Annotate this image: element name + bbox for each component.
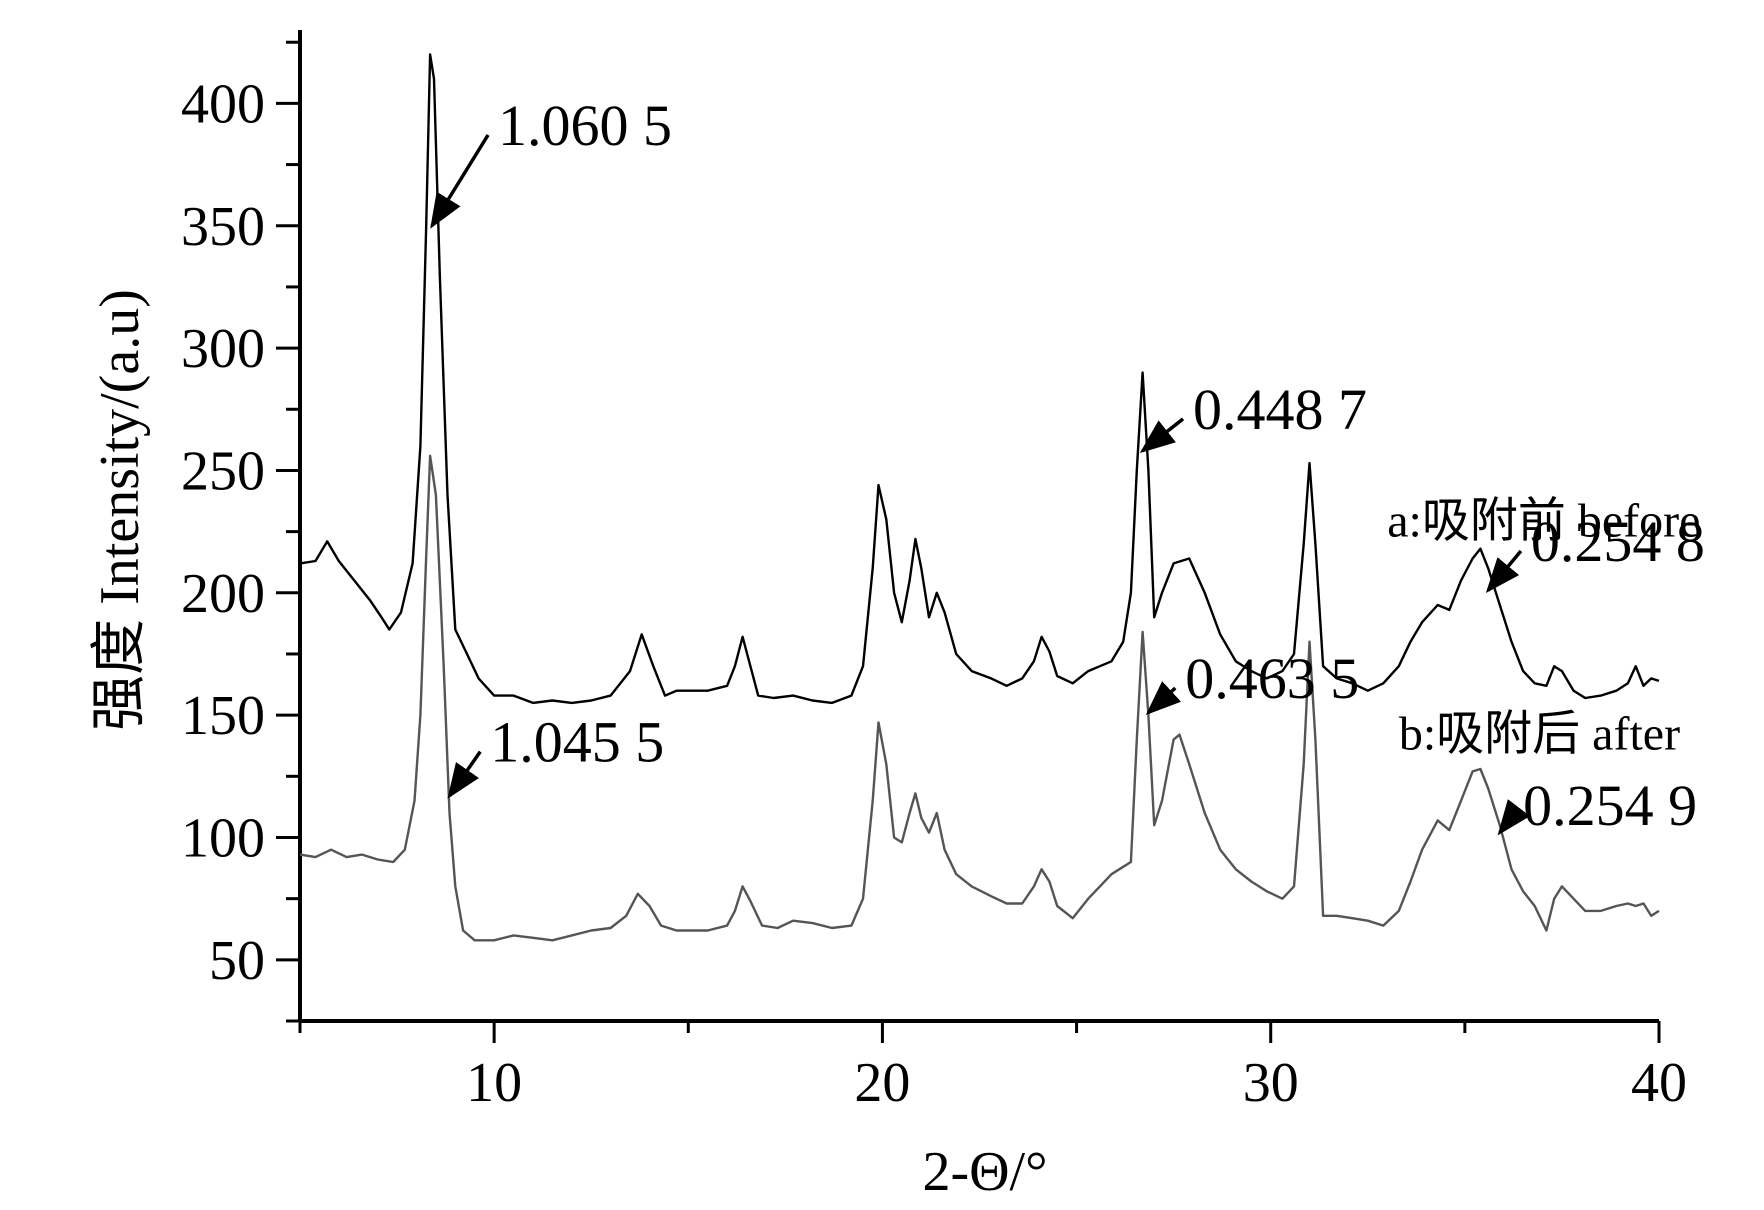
peak-annotation-label: 0.463 5	[1185, 646, 1359, 711]
peak-annotation-label: 0.254 8	[1531, 509, 1705, 574]
series-layer	[299, 53, 1660, 942]
series-label: a:吸附前 before	[1387, 495, 1700, 548]
y-tick-label: 300	[181, 318, 265, 380]
peak-annotation-label: 1.060 5	[498, 93, 672, 158]
x-tick-label: 40	[1631, 1052, 1687, 1114]
y-tick-label: 250	[181, 440, 265, 502]
annotation-arrow	[1497, 799, 1531, 836]
peak-annotation-label: 0.448 7	[1193, 377, 1367, 442]
series-label: b:吸附后 after	[1399, 707, 1680, 760]
x-tick-label: 30	[1243, 1052, 1299, 1114]
peak-annotation-label: 0.254 9	[1523, 773, 1697, 838]
y-tick-label: 50	[209, 930, 265, 992]
annotation-arrow	[430, 134, 490, 229]
y-tick-label: 350	[181, 196, 265, 258]
y-tick-label: 100	[181, 807, 265, 869]
x-tick-label: 20	[854, 1052, 910, 1114]
annotation-layer: 1.060 5 0.448 7 0.254 8 1.045 5 0.463 5 0.254…	[430, 93, 1705, 838]
y-tick-label: 400	[181, 73, 265, 135]
x-tick-label: 10	[466, 1052, 522, 1114]
annotation-arrow	[1139, 417, 1185, 454]
series-line-a-before	[299, 53, 1660, 705]
y-tick-label: 200	[181, 563, 265, 625]
x-axis-title: 2-Θ/°	[922, 1141, 1047, 1203]
y-axis-title: 强度 Intensity/(a.u)	[89, 289, 151, 731]
annotation-arrow	[1145, 681, 1182, 716]
annotation-arrow	[1485, 549, 1523, 594]
axes: 50 100 150 200 250 300 350 400 10 20 30 40	[181, 30, 1687, 1114]
annotation-arrow	[447, 750, 482, 799]
peak-annotation-label: 1.045 5	[490, 710, 664, 775]
y-tick-label: 150	[181, 685, 265, 747]
series-line-b-after	[299, 454, 1660, 942]
